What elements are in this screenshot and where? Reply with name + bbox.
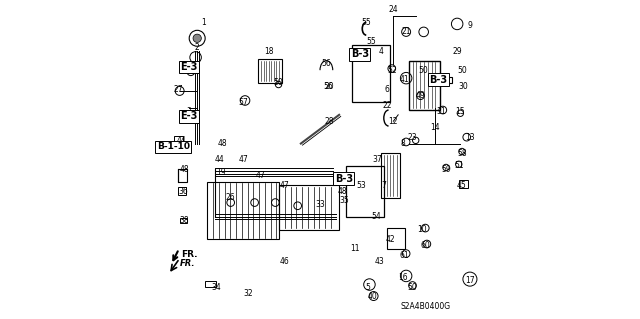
- Text: 32: 32: [243, 289, 253, 298]
- Bar: [182, 66, 198, 72]
- Text: 50: 50: [419, 66, 429, 75]
- Text: 36: 36: [178, 187, 188, 196]
- Bar: [258, 59, 282, 83]
- Text: 42: 42: [385, 235, 395, 244]
- Text: 43: 43: [374, 257, 384, 266]
- Text: FR.: FR.: [181, 250, 198, 259]
- Text: 4: 4: [378, 47, 383, 56]
- Text: 48: 48: [337, 187, 347, 196]
- Text: 59: 59: [441, 165, 451, 174]
- Bar: [207, 182, 278, 239]
- Text: B-3: B-3: [351, 49, 369, 59]
- Text: 11: 11: [350, 244, 360, 253]
- Bar: [381, 153, 400, 198]
- Bar: [205, 281, 216, 287]
- Text: 2: 2: [195, 43, 200, 52]
- Text: 57: 57: [239, 98, 248, 107]
- Bar: [278, 185, 339, 230]
- Text: 9: 9: [467, 21, 472, 30]
- Text: 55: 55: [362, 18, 371, 27]
- Bar: [387, 228, 404, 249]
- Text: 37: 37: [372, 155, 382, 164]
- Polygon shape: [174, 136, 183, 142]
- Text: 51: 51: [454, 161, 463, 170]
- Text: 27: 27: [173, 85, 183, 94]
- Text: 5: 5: [365, 283, 371, 292]
- Text: 8: 8: [401, 139, 405, 148]
- Bar: [180, 218, 187, 223]
- Text: 21: 21: [401, 27, 411, 36]
- Text: 58: 58: [457, 149, 467, 158]
- Bar: [346, 166, 384, 217]
- Text: 1: 1: [201, 18, 206, 27]
- Text: 54: 54: [371, 212, 381, 221]
- Text: E-3: E-3: [180, 62, 198, 72]
- Text: 56: 56: [321, 59, 332, 68]
- Text: 44: 44: [177, 136, 186, 145]
- Text: 15: 15: [456, 107, 465, 116]
- Text: 44: 44: [214, 155, 225, 164]
- Polygon shape: [459, 180, 468, 188]
- Text: S2A4B0400G: S2A4B0400G: [400, 302, 451, 311]
- Text: 41: 41: [400, 75, 410, 84]
- Text: 47: 47: [256, 171, 266, 180]
- Text: 48: 48: [218, 139, 227, 148]
- Text: 19: 19: [216, 168, 226, 177]
- Text: 28: 28: [325, 117, 334, 126]
- Text: 38: 38: [180, 216, 189, 225]
- Text: 13: 13: [465, 133, 475, 142]
- Text: 46: 46: [280, 257, 290, 266]
- Text: 30: 30: [459, 82, 468, 91]
- Text: 10: 10: [417, 225, 427, 234]
- Text: 45: 45: [457, 181, 467, 189]
- Text: FR.: FR.: [180, 259, 196, 268]
- Text: 22: 22: [382, 101, 392, 110]
- Circle shape: [193, 34, 202, 42]
- Text: 29: 29: [452, 47, 462, 56]
- Text: 60: 60: [420, 241, 430, 250]
- Text: 50: 50: [408, 283, 417, 292]
- Bar: [178, 169, 187, 182]
- Text: 16: 16: [398, 273, 408, 282]
- Text: 3: 3: [187, 107, 191, 116]
- Bar: [168, 145, 189, 152]
- Text: 17: 17: [465, 276, 475, 285]
- Bar: [352, 45, 390, 102]
- Text: 55: 55: [366, 37, 376, 46]
- Text: 48: 48: [180, 165, 189, 174]
- Text: 35: 35: [339, 197, 349, 205]
- Text: B-1-10: B-1-10: [157, 142, 189, 151]
- Text: 31: 31: [436, 107, 446, 116]
- Text: 50: 50: [457, 66, 467, 75]
- Text: 26: 26: [226, 193, 236, 202]
- Text: B-3: B-3: [429, 75, 447, 85]
- Text: 47: 47: [280, 181, 290, 189]
- Bar: [178, 187, 186, 195]
- Text: E-3: E-3: [180, 111, 198, 122]
- Text: 14: 14: [430, 123, 440, 132]
- Bar: [410, 61, 440, 110]
- Text: 20: 20: [324, 82, 334, 91]
- Text: 53: 53: [356, 181, 366, 189]
- Text: 6: 6: [385, 85, 389, 94]
- Text: 33: 33: [315, 200, 325, 209]
- Text: 24: 24: [388, 5, 398, 14]
- Text: 47: 47: [239, 155, 248, 164]
- Text: 40: 40: [368, 292, 378, 301]
- Text: 56: 56: [323, 82, 333, 91]
- Text: 34: 34: [211, 283, 221, 292]
- Text: 23: 23: [408, 133, 417, 142]
- Text: 49: 49: [415, 91, 426, 100]
- Text: B-3: B-3: [335, 174, 353, 184]
- Text: 12: 12: [388, 117, 398, 126]
- Text: 61: 61: [400, 251, 410, 260]
- Text: 7: 7: [381, 181, 386, 189]
- Text: 50: 50: [274, 78, 284, 87]
- Bar: [434, 77, 452, 83]
- Text: 18: 18: [264, 47, 274, 56]
- Text: 52: 52: [387, 66, 397, 75]
- Text: 39: 39: [186, 66, 196, 75]
